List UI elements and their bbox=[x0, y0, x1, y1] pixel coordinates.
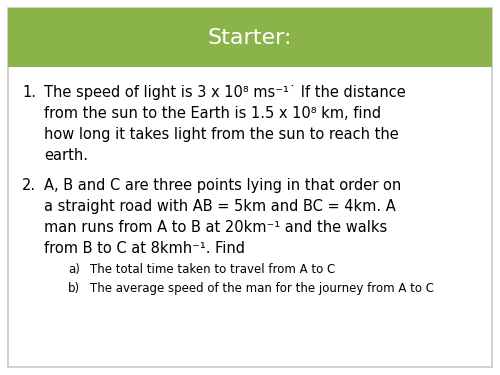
Text: The total time taken to travel from A to C: The total time taken to travel from A to… bbox=[90, 263, 335, 276]
Text: b): b) bbox=[68, 282, 80, 295]
Text: from the sun to the Earth is 1.5 x 10⁸ km, find: from the sun to the Earth is 1.5 x 10⁸ k… bbox=[44, 106, 381, 121]
Text: The average speed of the man for the journey from A to C: The average speed of the man for the jou… bbox=[90, 282, 434, 295]
Text: how long it takes light from the sun to reach the: how long it takes light from the sun to … bbox=[44, 127, 399, 142]
Text: man runs from A to B at 20km⁻¹ and the walks: man runs from A to B at 20km⁻¹ and the w… bbox=[44, 220, 387, 235]
Text: earth.: earth. bbox=[44, 148, 88, 163]
Text: Starter:: Starter: bbox=[208, 28, 292, 48]
Text: The speed of light is 3 x 10⁸ ms⁻¹˙ If the distance: The speed of light is 3 x 10⁸ ms⁻¹˙ If t… bbox=[44, 85, 406, 100]
Text: 2.: 2. bbox=[22, 178, 36, 193]
Text: a): a) bbox=[68, 263, 80, 276]
Text: a straight road with AB = 5km and BC = 4km. A: a straight road with AB = 5km and BC = 4… bbox=[44, 199, 396, 214]
Text: 1.: 1. bbox=[22, 85, 36, 100]
Text: from B to C at 8kmh⁻¹. Find: from B to C at 8kmh⁻¹. Find bbox=[44, 241, 245, 256]
Text: A, B and C are three points lying in that order on: A, B and C are three points lying in tha… bbox=[44, 178, 401, 193]
FancyBboxPatch shape bbox=[8, 8, 492, 367]
FancyBboxPatch shape bbox=[8, 8, 492, 67]
